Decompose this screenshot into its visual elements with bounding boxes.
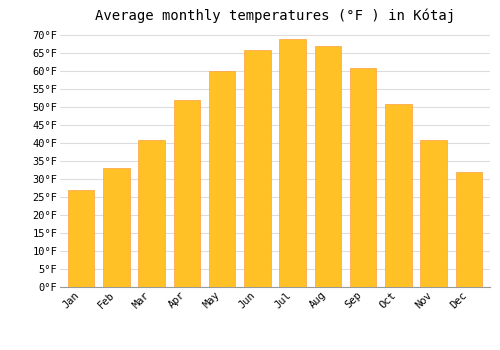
Bar: [174, 100, 200, 287]
Bar: [314, 46, 341, 287]
Bar: [420, 140, 447, 287]
Bar: [385, 104, 411, 287]
Bar: [103, 168, 130, 287]
Bar: [456, 172, 482, 287]
Bar: [280, 39, 306, 287]
Bar: [244, 50, 270, 287]
Bar: [209, 71, 236, 287]
Title: Average monthly temperatures (°F ) in Kótaj: Average monthly temperatures (°F ) in Kó…: [95, 8, 455, 23]
Bar: [138, 140, 165, 287]
Bar: [350, 68, 376, 287]
Bar: [68, 190, 94, 287]
